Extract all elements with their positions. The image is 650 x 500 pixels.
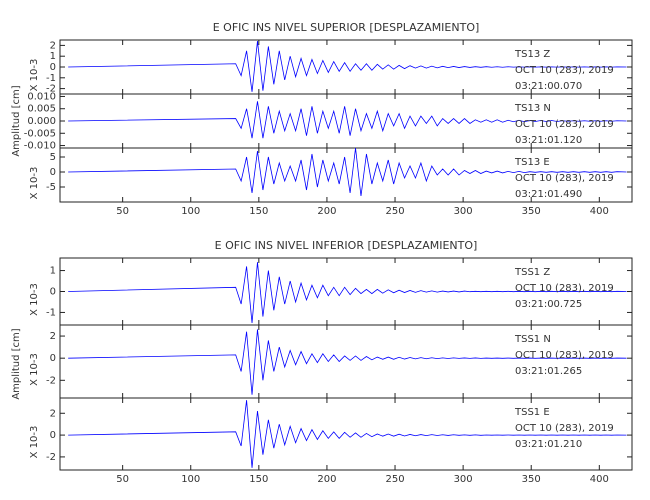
waveform — [68, 262, 627, 323]
trace-annotation: 03:21:00.725 — [515, 299, 582, 310]
chart-title: E OFIC INS NIVEL INFERIOR [DESPLAZAMIENT… — [215, 239, 478, 252]
x-tick-label: 50 — [116, 206, 129, 217]
y-tick-label: 1 — [50, 51, 56, 62]
y-axis-title: Amplitud [cm] — [11, 328, 22, 399]
y-tick-label: -5 — [46, 182, 56, 193]
panel-frame — [59, 147, 633, 203]
x-tick-label: 350 — [522, 474, 541, 485]
y-tick-label: 0 — [50, 167, 56, 178]
trace-annotation: 03:21:00.070 — [515, 81, 582, 92]
y-tick-label: 0.010 — [27, 91, 56, 102]
y-tick-label: 0 — [50, 62, 56, 73]
trace-annotation: OCT 10 (283), 2019 — [515, 65, 614, 76]
x-tick-label: 400 — [590, 474, 609, 485]
y-tick-label: 5 — [50, 152, 56, 163]
trace-annotation: 03:21:01.120 — [515, 135, 582, 146]
waveform — [68, 400, 627, 468]
x-tick-label: 200 — [317, 474, 336, 485]
y-tick-label: 2 — [50, 40, 56, 51]
y-tick-label: 1 — [50, 266, 56, 277]
trace-annotation: TSS1 N — [514, 334, 551, 345]
scale-label: X 10-3 — [29, 353, 40, 386]
trace-annotation: TSS1 E — [514, 407, 550, 418]
y-tick-label: 2 — [50, 331, 56, 342]
trace-annotation: OCT 10 (283), 2019 — [515, 283, 614, 294]
y-tick-label: -1 — [46, 73, 56, 84]
y-tick-label: -2 — [46, 452, 56, 463]
scale-label: X 10-3 — [29, 59, 40, 92]
y-tick-label: -2 — [46, 375, 56, 386]
chart-title: E OFIC INS NIVEL SUPERIOR [DESPLAZAMIENT… — [213, 21, 480, 34]
waveform — [68, 147, 627, 197]
y-tick-label: 0.005 — [27, 104, 56, 115]
y-tick-label: -2 — [46, 84, 56, 95]
x-tick-label: 200 — [317, 206, 336, 217]
scale-label: X 10-3 — [29, 283, 40, 316]
x-tick-label: 350 — [522, 206, 541, 217]
panel-frame — [59, 397, 633, 471]
x-tick-label: 300 — [454, 206, 473, 217]
y-tick-label: 0.000 — [27, 116, 56, 127]
x-tick-label: 250 — [385, 206, 404, 217]
x-tick-label: 250 — [385, 474, 404, 485]
waveform — [68, 329, 627, 395]
y-tick-label: -1 — [46, 307, 56, 318]
trace-annotation: OCT 10 (283), 2019 — [515, 119, 614, 130]
y-axis-title: Amplitud [cm] — [11, 85, 22, 156]
trace-annotation: TS13 N — [514, 103, 551, 114]
x-tick-label: 50 — [116, 474, 129, 485]
trace-annotation: OCT 10 (283), 2019 — [515, 423, 614, 434]
trace-annotation: 03:21:01.210 — [515, 439, 582, 450]
y-tick-label: -0.005 — [24, 128, 56, 139]
x-tick-label: 300 — [454, 474, 473, 485]
y-tick-label: 0 — [50, 353, 56, 364]
y-tick-label: 2 — [50, 408, 56, 419]
x-tick-label: 150 — [249, 474, 268, 485]
x-tick-label: 100 — [181, 474, 200, 485]
x-tick-label: 150 — [249, 206, 268, 217]
trace-annotation: 03:21:01.490 — [515, 189, 582, 200]
trace-annotation: OCT 10 (283), 2019 — [515, 173, 614, 184]
x-tick-label: 100 — [181, 206, 200, 217]
waveform — [68, 41, 627, 92]
waveform — [68, 101, 627, 139]
trace-annotation: 03:21:01.265 — [515, 366, 582, 377]
scale-label: X 10-3 — [29, 167, 40, 200]
y-tick-label: 0 — [50, 430, 56, 441]
trace-annotation: TS13 Z — [514, 49, 550, 60]
x-tick-label: 400 — [590, 206, 609, 217]
scale-label: X 10-3 — [29, 426, 40, 459]
trace-annotation: TS13 E — [514, 157, 550, 168]
trace-annotation: TSS1 Z — [514, 267, 550, 278]
y-tick-label: 0 — [50, 287, 56, 298]
trace-annotation: OCT 10 (283), 2019 — [515, 350, 614, 361]
y-tick-label: -0.010 — [24, 141, 56, 152]
